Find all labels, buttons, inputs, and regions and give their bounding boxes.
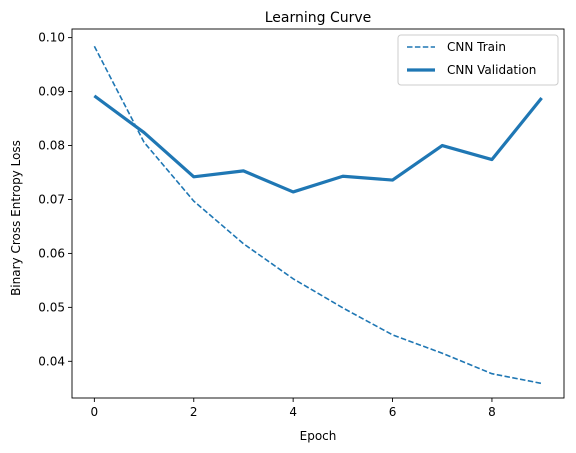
y-tick-label: 0.06 xyxy=(38,246,65,260)
y-tick-label: 0.07 xyxy=(38,192,65,206)
x-tick-label: 6 xyxy=(389,405,397,419)
axes-frame xyxy=(71,28,565,399)
legend-label-train: CNN Train xyxy=(447,40,506,54)
x-axis-label: Epoch xyxy=(300,429,337,443)
x-tick-label: 2 xyxy=(190,405,198,419)
series-line-validation xyxy=(93,94,543,194)
legend-label-validation: CNN Validation xyxy=(447,63,536,77)
chart-title: Learning Curve xyxy=(265,10,372,26)
y-tick-label: 0.08 xyxy=(38,139,65,153)
legend-box xyxy=(397,34,559,86)
x-tick-label: 8 xyxy=(488,405,496,419)
x-tick-label: 4 xyxy=(289,405,297,419)
y-tick-label: 0.04 xyxy=(38,354,65,368)
y-tick-label: 0.09 xyxy=(38,85,65,99)
y-tick-label: 0.05 xyxy=(38,300,65,314)
series-line-train xyxy=(93,45,542,385)
y-tick-label: 0.10 xyxy=(38,31,65,45)
plot-area: 0 2 4 6 8 0.04 0.05 0.06 0.07 0.08 0.09 0.10 CNN Tra… xyxy=(38,28,565,419)
x-tick-label: 0 xyxy=(91,405,99,419)
y-axis-label: Binary Cross Entropy Loss xyxy=(9,140,23,296)
legend: CNN Train CNN Validation xyxy=(397,34,559,86)
